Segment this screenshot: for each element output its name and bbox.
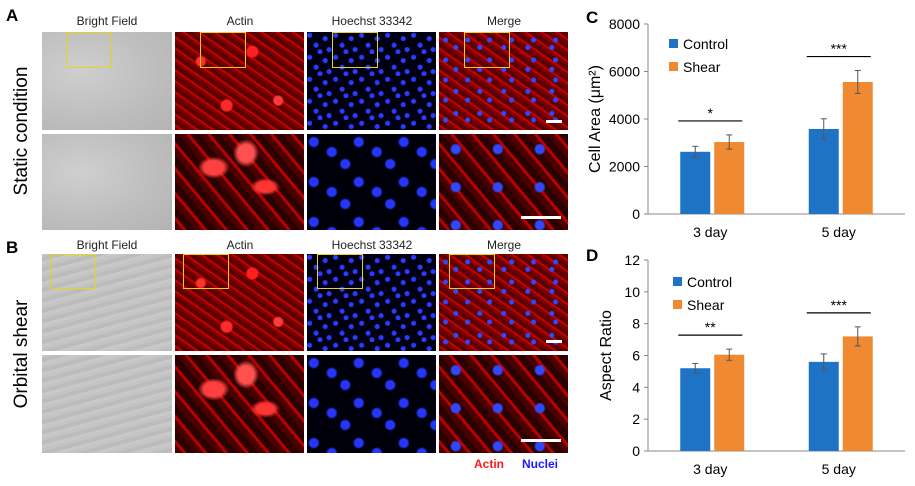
y-tick-label: 10 <box>624 284 640 300</box>
legend-swatch-control <box>673 277 682 286</box>
legend-nuclei: Nuclei <box>522 457 559 471</box>
chart-cell-area: 0 2000 4000 6000 8000 Cell Area (μm²) * 3 day **… <box>587 16 905 240</box>
y-tick-label: 4000 <box>609 111 640 127</box>
legend-label-shear: Shear <box>687 297 725 313</box>
significance-marker: * <box>708 105 714 121</box>
legend-swatch-shear <box>673 300 682 309</box>
column-label-merge: Merge <box>486 14 521 28</box>
legend-swatch-control <box>669 39 678 48</box>
column-label-actin: Actin <box>226 14 254 28</box>
panel-letter-b: B <box>6 238 19 257</box>
panel-letter-d: D <box>586 246 599 265</box>
micrograph-shear-merge-zoom <box>439 355 568 453</box>
bar-shear-5-day <box>842 336 873 451</box>
legend-swatch-shear <box>669 62 678 71</box>
significance-marker: *** <box>831 41 848 57</box>
roi-box <box>464 32 510 68</box>
legend-label-control: Control <box>683 36 728 52</box>
micrograph-shear-actin-zoom <box>175 355 304 453</box>
scale-bar <box>546 120 562 123</box>
micrograph-shear-hoechst-zoom <box>307 355 436 453</box>
micrograph-shear-hoechst <box>307 254 436 351</box>
micrograph-static-merge-zoom <box>439 134 568 230</box>
micrograph-static-hoechst <box>307 32 436 130</box>
micrograph-static-bright-field <box>42 32 172 130</box>
x-tick-label: 3 day <box>693 461 727 477</box>
micrograph-static-merge <box>439 32 568 130</box>
row-label-static-condition: Static condition <box>11 66 32 196</box>
y-tick-label: 12 <box>624 252 640 268</box>
x-tick-label: 5 day <box>822 224 856 240</box>
chart-aspect-ratio: 0 2 4 6 8 10 12 Aspect Ratio ** 3 day *** 5 day Cont… <box>598 252 905 477</box>
y-tick-label: 6000 <box>609 64 640 80</box>
micrograph-shear-bright-field-zoom <box>42 355 172 453</box>
roi-box <box>50 254 96 289</box>
y-tick-label: 8000 <box>609 16 640 32</box>
panel-letter-a: A <box>6 6 19 25</box>
column-label-bright-field: Bright Field <box>76 238 138 252</box>
scale-bar <box>521 439 561 442</box>
roi-box <box>200 32 246 68</box>
significance-marker: *** <box>831 297 848 313</box>
roi-box <box>332 32 378 68</box>
scale-bar <box>546 340 562 343</box>
scale-bar <box>521 216 561 219</box>
roi-box <box>449 254 495 289</box>
roi-box <box>66 32 112 68</box>
panel-letter-c: C <box>586 8 599 27</box>
micrograph-static-bright-field-zoom <box>42 134 172 230</box>
y-tick-label: 0 <box>632 443 640 459</box>
roi-box <box>317 254 363 289</box>
y-axis-label: Cell Area (μm²) <box>587 65 604 173</box>
micrograph-shear-bright-field <box>42 254 172 351</box>
micrograph-shear-actin <box>175 254 304 351</box>
micrograph-static-actin-zoom <box>175 134 304 230</box>
column-label-merge: Merge <box>486 238 521 252</box>
legend-label-shear: Shear <box>683 59 721 75</box>
roi-box <box>183 254 229 289</box>
y-tick-label: 6 <box>632 348 640 364</box>
column-label-actin: Actin <box>226 238 254 252</box>
column-label-bright-field: Bright Field <box>76 14 138 28</box>
y-tick-label: 2 <box>632 411 640 427</box>
y-tick-label: 0 <box>632 206 640 222</box>
bar-shear-5-day <box>842 81 873 214</box>
bar-shear-3-day <box>714 354 745 451</box>
row-label-orbital-shear: Orbital shear <box>11 299 32 409</box>
significance-marker: ** <box>705 319 716 335</box>
x-tick-label: 3 day <box>693 224 727 240</box>
micrograph-static-hoechst-zoom <box>307 134 436 230</box>
micrograph-static-actin <box>175 32 304 130</box>
x-tick-label: 5 day <box>822 461 856 477</box>
bar-control-5-day <box>808 128 839 214</box>
y-tick-label: 2000 <box>609 159 640 175</box>
micrograph-shear-merge <box>439 254 568 351</box>
column-label-hoechst: Hoechst 33342 <box>331 14 413 28</box>
bar-control-3-day <box>680 368 711 451</box>
bar-shear-3-day <box>714 142 745 214</box>
bar-control-5-day <box>808 361 839 451</box>
legend-actin: Actin <box>474 457 504 471</box>
column-label-hoechst: Hoechst 33342 <box>331 238 413 252</box>
y-tick-label: 8 <box>632 316 640 332</box>
legend-label-control: Control <box>687 274 732 290</box>
y-axis-label: Aspect Ratio <box>598 310 615 401</box>
y-tick-label: 4 <box>632 379 640 395</box>
bar-control-3-day <box>680 151 711 214</box>
